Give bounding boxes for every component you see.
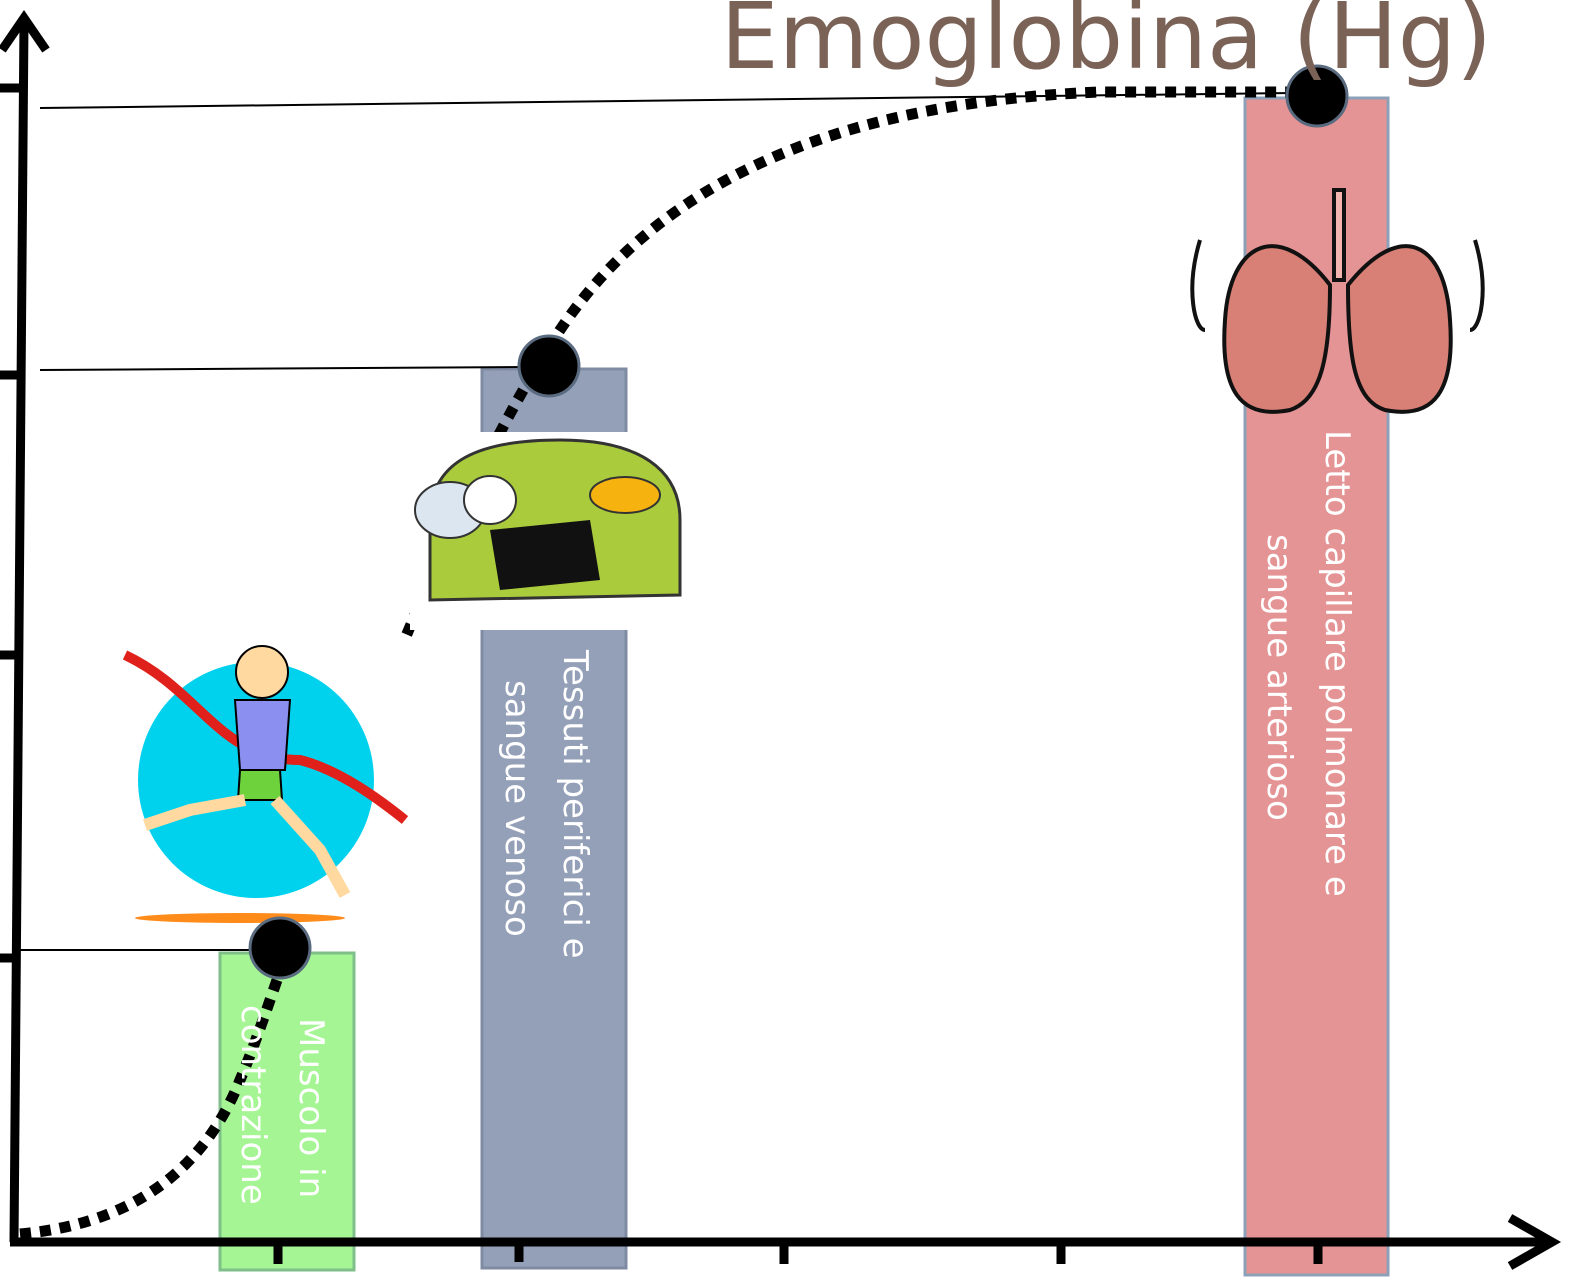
- bar-label: Letto capillare polmonare e: [1317, 430, 1357, 897]
- point: [248, 916, 312, 980]
- runner-illustration: [122, 640, 410, 925]
- bar-muscle: [218, 951, 356, 1272]
- y-arrow: [0, 10, 50, 53]
- bar-label: Muscolo in: [291, 1018, 331, 1198]
- ticks: [0, 83, 1323, 1264]
- title: Emoglobina (Hg): [720, 0, 1492, 90]
- point: [517, 334, 581, 398]
- bar-label: contrazione: [233, 1005, 273, 1205]
- y-axis: [9, 21, 29, 1243]
- x-arrow: [1507, 1214, 1562, 1270]
- bar-label: Tessuti periferici e: [555, 649, 595, 959]
- bar-label: sangue venoso: [497, 680, 537, 937]
- sofa-illustration: [410, 432, 692, 630]
- ref-line: [39, 366, 526, 371]
- point: [1285, 64, 1349, 128]
- bar-label: sangue arterioso: [1259, 534, 1299, 821]
- lungs-illustration: [1190, 188, 1485, 414]
